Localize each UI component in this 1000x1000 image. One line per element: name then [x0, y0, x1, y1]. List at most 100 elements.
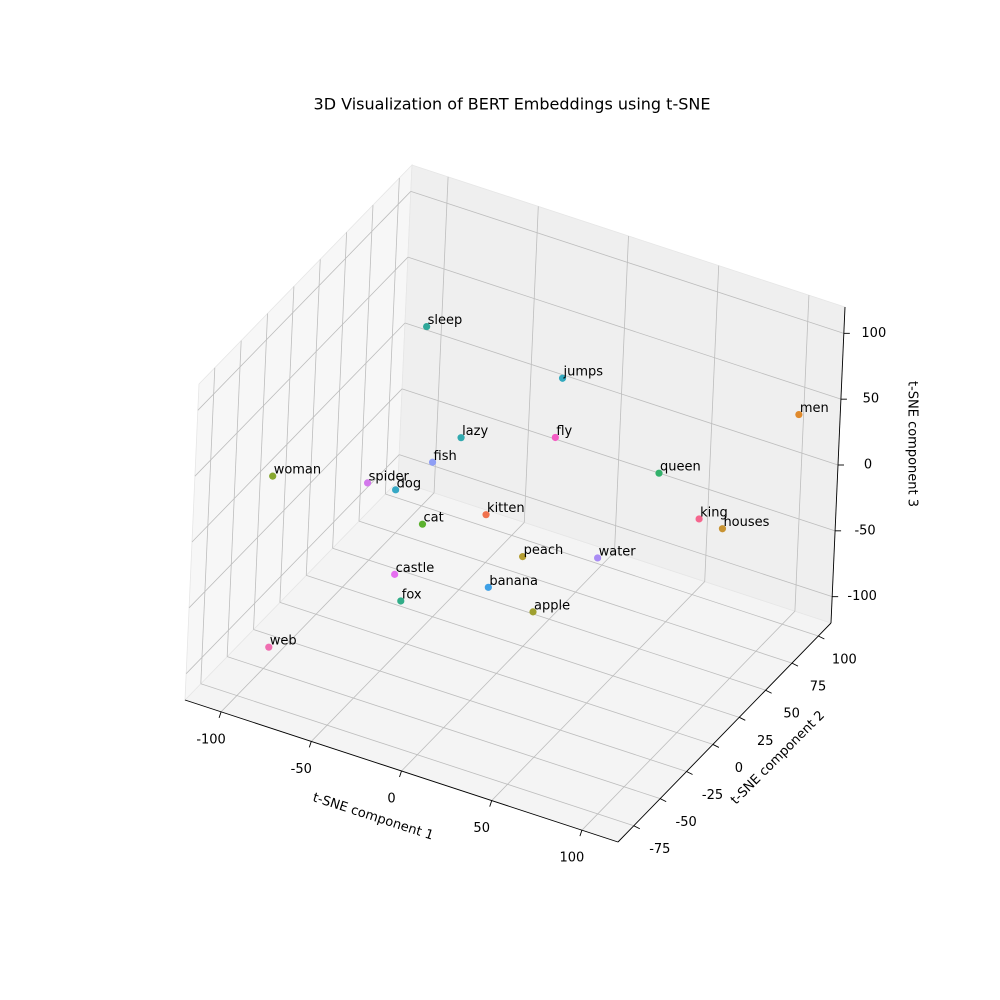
y-tick — [712, 744, 720, 748]
y-tick — [818, 635, 825, 640]
point-label: woman — [274, 463, 321, 478]
y-tick-label: 75 — [810, 680, 827, 695]
y-tick-label: 50 — [783, 707, 800, 722]
x-tick — [218, 711, 222, 718]
data-point — [428, 458, 437, 466]
y-tick-label: 0 — [735, 761, 743, 776]
z-axis-label: t-SNE component 3 — [905, 381, 920, 507]
data-point — [457, 434, 465, 442]
data-point — [551, 433, 559, 442]
point-label: banana — [489, 574, 538, 589]
x-tick-label: 100 — [560, 851, 585, 866]
point-label: lazy — [462, 424, 488, 439]
grid-line — [358, 520, 793, 664]
data-point — [392, 486, 400, 494]
data-point — [655, 469, 663, 477]
point-label: sleep — [428, 313, 463, 328]
grid-line — [191, 322, 406, 543]
grid-line — [401, 388, 836, 532]
y-axis-label: t-SNE component 2 — [728, 708, 828, 808]
y-tick — [765, 689, 772, 694]
y-tick — [633, 825, 641, 830]
point-label: kitten — [487, 501, 525, 516]
y-tick — [686, 771, 693, 775]
point-label: men — [800, 401, 829, 416]
data-point — [397, 597, 405, 605]
y-tick-label: -50 — [676, 815, 697, 830]
grid-line — [385, 493, 819, 637]
data-point — [594, 554, 602, 562]
grid-line — [197, 191, 412, 411]
grid-line — [220, 492, 435, 713]
grid-line — [581, 610, 796, 831]
y-tick-label: -25 — [702, 788, 723, 803]
x-tick-label: -100 — [196, 732, 226, 747]
y-tick-label: 100 — [832, 653, 857, 668]
data-point — [391, 570, 399, 578]
data-point — [265, 643, 273, 651]
x-tick-label: 0 — [387, 792, 395, 807]
y-tick — [739, 716, 746, 721]
grid-line — [227, 656, 661, 800]
point-label: spider — [369, 469, 410, 484]
data-point — [484, 583, 492, 591]
data-point — [695, 515, 703, 523]
grid-line — [279, 602, 714, 745]
point-label: peach — [524, 543, 564, 558]
y-tick — [659, 798, 667, 803]
x-tick — [489, 800, 493, 807]
y-axis-line — [617, 622, 832, 843]
y-tick-label: 25 — [757, 734, 774, 749]
grid-line — [200, 683, 634, 827]
point-label: fly — [556, 424, 572, 439]
point-label: jumps — [563, 365, 604, 380]
grid-line — [399, 454, 833, 598]
data-point — [418, 520, 427, 528]
grid-line — [306, 574, 740, 718]
z-tick-label: 0 — [864, 458, 872, 473]
data-point — [423, 322, 431, 331]
point-label: fish — [434, 449, 457, 464]
grid-line — [332, 547, 766, 691]
x-tick-label: -50 — [291, 762, 312, 777]
point-label: apple — [534, 598, 570, 613]
data-point — [269, 472, 277, 480]
grid-line — [491, 581, 705, 801]
point-label: water — [599, 544, 637, 559]
y-tick-label: -75 — [649, 842, 670, 857]
grid-line — [188, 388, 403, 609]
point-label: fox — [402, 587, 422, 602]
point-label: dog — [397, 476, 421, 491]
grid-line — [404, 322, 839, 466]
x-tick — [399, 770, 402, 778]
y-tick — [791, 662, 799, 667]
point-label: cat — [423, 511, 443, 526]
data-point — [558, 374, 567, 382]
z-tick-label: -50 — [854, 523, 875, 538]
grid-line — [407, 256, 842, 400]
z-tick-label: -100 — [847, 589, 877, 604]
point-label: web — [270, 634, 297, 649]
chart-title: 3D Visualization of BERT Embeddings usin… — [314, 95, 711, 114]
point-label: king — [700, 505, 728, 520]
z-tick-label: 50 — [863, 392, 880, 407]
point-label: houses — [723, 515, 769, 530]
grid-line — [311, 522, 525, 742]
grid-line — [185, 454, 400, 674]
point-label: castle — [396, 561, 435, 576]
data-point — [482, 511, 490, 519]
z-tick-label: 100 — [861, 326, 886, 341]
grid-line — [253, 629, 687, 772]
x-tick-label: 50 — [473, 821, 490, 836]
grid-line — [194, 256, 409, 477]
data-point — [529, 608, 537, 616]
point-label: queen — [660, 460, 701, 475]
data-point — [795, 410, 803, 419]
data-point — [519, 553, 527, 561]
grid-line — [410, 190, 844, 334]
data-point — [363, 479, 372, 487]
data-point — [718, 525, 727, 533]
grid-line — [401, 551, 615, 772]
x-axis-label: t-SNE component 1 — [311, 790, 436, 843]
